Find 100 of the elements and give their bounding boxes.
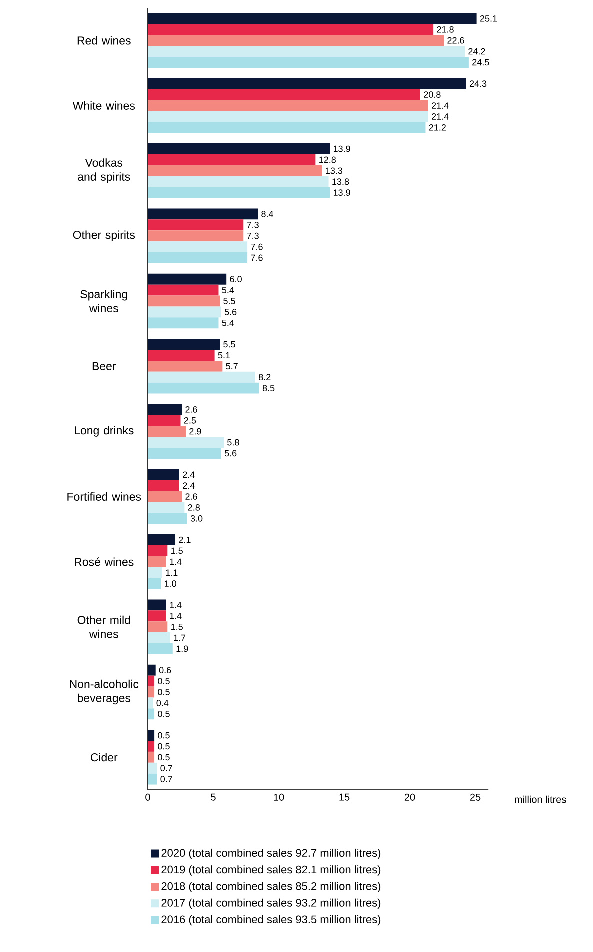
data-label: 7.3 bbox=[247, 232, 259, 240]
bar bbox=[148, 350, 215, 361]
bar bbox=[148, 676, 155, 687]
data-label: 22.6 bbox=[448, 37, 464, 44]
data-label: 0.7 bbox=[160, 776, 172, 783]
data-label: 24.5 bbox=[472, 59, 490, 66]
bar bbox=[148, 372, 256, 383]
y-tick-label: Other mild wines bbox=[78, 616, 130, 638]
data-label: 8.4 bbox=[262, 211, 274, 218]
data-label: 24.3 bbox=[470, 80, 487, 88]
bar bbox=[148, 57, 469, 68]
bar bbox=[148, 708, 155, 720]
bar bbox=[148, 89, 420, 100]
bar bbox=[148, 13, 477, 24]
y-tick-label: Fortified wines bbox=[68, 492, 142, 501]
data-label: 1.4 bbox=[170, 602, 182, 608]
bar bbox=[148, 644, 173, 654]
y-tick-label: Sparkling wines bbox=[80, 290, 128, 312]
legend-label: 2020 (total combined sales 92.7 million litres) bbox=[162, 848, 381, 860]
bar bbox=[148, 296, 220, 307]
bar bbox=[148, 274, 227, 285]
y-tick-label: Long drinks bbox=[75, 426, 134, 437]
data-label: 5.5 bbox=[224, 298, 236, 304]
x-axis-title: million litres bbox=[515, 796, 566, 804]
bar bbox=[148, 318, 219, 329]
data-label: 0.7 bbox=[160, 765, 172, 772]
data-label: 2.9 bbox=[190, 428, 202, 435]
data-label: 5.7 bbox=[226, 363, 238, 370]
data-label: 20.8 bbox=[424, 92, 441, 98]
data-label: 5.8 bbox=[228, 439, 240, 446]
bar bbox=[148, 382, 260, 394]
y-tick-label: Other spirits bbox=[73, 230, 136, 242]
data-label: 7.6 bbox=[251, 244, 263, 250]
y-tick-label: Cider bbox=[90, 753, 118, 762]
data-label: 1.0 bbox=[164, 580, 176, 588]
bar bbox=[148, 740, 155, 752]
data-label: 2.6 bbox=[186, 406, 198, 413]
data-label: 21.4 bbox=[432, 114, 449, 120]
data-label: 5.6 bbox=[224, 309, 237, 316]
legend-label: 2016 (total combined sales 93.5 million litres) bbox=[162, 915, 381, 926]
data-label: 0.5 bbox=[158, 678, 170, 684]
data-label: 5.4 bbox=[222, 287, 234, 294]
bar bbox=[148, 122, 426, 134]
x-tick-label: 20 bbox=[404, 794, 416, 801]
bar bbox=[148, 730, 155, 741]
data-label: 21.8 bbox=[437, 26, 454, 33]
data-label: 0.6 bbox=[159, 667, 172, 674]
data-label: 6.0 bbox=[230, 276, 242, 283]
data-label: 2.4 bbox=[183, 472, 195, 478]
bar bbox=[148, 556, 166, 568]
bar bbox=[148, 35, 444, 46]
y-tick-label: Beer bbox=[92, 362, 116, 370]
legend-label: 2017 (total combined sales 93.2 million litres) bbox=[162, 898, 381, 910]
data-label: 2.1 bbox=[179, 536, 191, 544]
bar bbox=[148, 762, 158, 774]
bar bbox=[148, 100, 428, 112]
bar bbox=[148, 546, 168, 556]
data-label: 1.7 bbox=[174, 634, 186, 642]
bar bbox=[148, 415, 181, 426]
bar bbox=[148, 242, 248, 253]
bar bbox=[148, 610, 166, 622]
data-label: 21.2 bbox=[429, 124, 446, 131]
data-label: 1.5 bbox=[172, 624, 183, 630]
data-label: 8.5 bbox=[262, 385, 275, 392]
data-label: 24.2 bbox=[468, 48, 486, 55]
data-label: 1.9 bbox=[176, 646, 188, 652]
legend-label: 2018 (total combined sales 85.2 million litres) bbox=[162, 882, 381, 892]
x-tick-label: 15 bbox=[340, 794, 350, 801]
data-label: 0.5 bbox=[158, 710, 170, 718]
data-label: 2.6 bbox=[186, 494, 198, 500]
data-label: 13.9 bbox=[334, 146, 350, 152]
bar bbox=[148, 230, 244, 242]
data-label: 1.5 bbox=[172, 548, 183, 554]
data-label: 1.1 bbox=[166, 570, 178, 576]
bar bbox=[148, 187, 330, 198]
data-label: 0.5 bbox=[158, 732, 170, 739]
bar bbox=[148, 622, 168, 633]
data-label: 2.8 bbox=[188, 504, 200, 511]
data-label: 12.8 bbox=[320, 156, 336, 164]
bar bbox=[148, 252, 248, 264]
data-label: 13.3 bbox=[326, 168, 343, 174]
bar bbox=[148, 284, 219, 296]
bar bbox=[148, 534, 176, 546]
data-label: 3.0 bbox=[190, 515, 203, 522]
bar bbox=[148, 513, 188, 524]
bar bbox=[148, 306, 222, 318]
bar bbox=[148, 24, 434, 36]
bar bbox=[148, 448, 222, 459]
x-tick-label: 25 bbox=[470, 794, 481, 801]
bar bbox=[148, 502, 185, 514]
data-label: 13.8 bbox=[332, 178, 350, 186]
bar bbox=[148, 360, 223, 372]
data-label: 2.5 bbox=[184, 417, 196, 424]
bar bbox=[148, 339, 220, 350]
bar bbox=[148, 176, 329, 188]
bar bbox=[148, 698, 154, 709]
bar bbox=[148, 208, 258, 220]
data-label: 1.4 bbox=[170, 558, 182, 566]
bar bbox=[148, 632, 170, 644]
bar bbox=[148, 480, 180, 492]
